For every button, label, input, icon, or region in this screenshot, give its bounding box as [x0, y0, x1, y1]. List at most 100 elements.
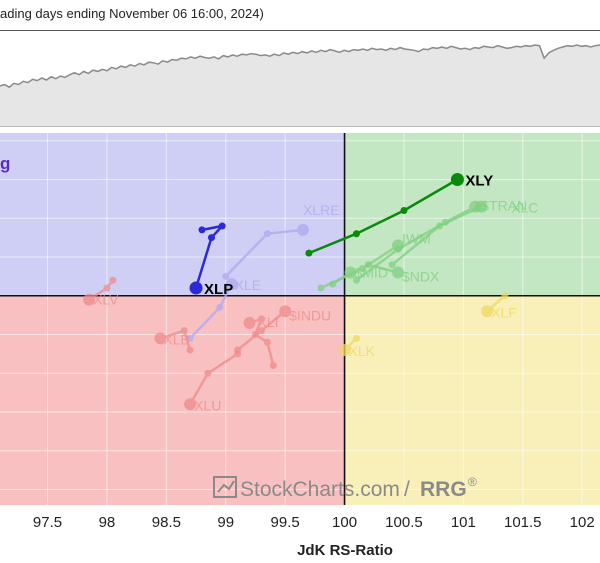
series-tail-point [216, 303, 224, 311]
series-tail [355, 205, 476, 282]
benchmark-area [0, 45, 600, 126]
series-tail-point [352, 276, 360, 284]
series-label: XLP [204, 281, 233, 298]
series-label: $TRAN [481, 198, 527, 214]
chart-period-caption: ading days ending November 06 16:00, 202… [0, 6, 264, 21]
series-tail-point [400, 207, 408, 214]
series-tail-point [218, 222, 226, 230]
series-head-point [189, 281, 203, 295]
series-head-point [392, 239, 405, 252]
watermark-text: StockCharts.com [240, 478, 400, 501]
series-head-point [481, 305, 494, 318]
series-xlb: XLB [154, 327, 194, 354]
series-tail-point [263, 230, 271, 238]
benchmark-panel [0, 30, 600, 127]
series-head-point [279, 305, 292, 318]
series-tail-point [180, 327, 188, 335]
series-tail-point [436, 222, 444, 230]
series-tail [308, 178, 459, 255]
x-axis-label: JdK RS-Ratio [297, 542, 393, 559]
series-label: IWM [402, 230, 431, 246]
x-tick-label: 98.5 [152, 514, 181, 531]
grid-lines [0, 133, 600, 505]
series-tail-point [352, 334, 360, 342]
series-head-point [475, 200, 488, 213]
series-label: $MID [354, 265, 387, 281]
series-head-point [184, 398, 197, 411]
series-label: XLI [258, 314, 279, 330]
x-tick-label: 101 [451, 514, 476, 531]
series-xlu: XLU [184, 350, 242, 413]
x-tick-label: 100.5 [385, 514, 423, 531]
series-head-point [296, 223, 309, 236]
watermark-logo-icon [213, 476, 237, 498]
series-tail-point [204, 369, 212, 377]
watermark: StockCharts.com / RRG ® [213, 475, 477, 501]
series-tail-point [251, 331, 259, 338]
series-head-point [243, 316, 256, 329]
series-xlf: XLF [481, 292, 517, 320]
series-tail-point [109, 276, 117, 284]
series-label: $INDU [289, 307, 331, 323]
quadrant-label-improving: g [0, 154, 10, 173]
series-tail-point [269, 362, 277, 369]
series-xlv: XLV [83, 276, 119, 308]
series-tail-point [186, 346, 194, 354]
series-xlre: XLRE [222, 202, 340, 280]
series-tail-point [257, 327, 265, 335]
series-label: XLRE [303, 202, 340, 218]
quadrant-lagging [0, 295, 345, 505]
x-tick-label: 97.5 [33, 514, 62, 531]
series-label: XLY [465, 173, 493, 190]
x-tick-label: 99 [217, 514, 234, 531]
series-tail-point [207, 234, 215, 242]
series-label: XLU [194, 397, 221, 413]
series-tail-point [305, 249, 313, 257]
series-label: XLC [511, 200, 538, 216]
x-tick-label: 99.5 [271, 514, 300, 531]
series-label: $NDX [402, 269, 440, 285]
series-indu: $INDU [234, 305, 331, 354]
series-tail-point [358, 265, 366, 273]
series-xlc: XLC [388, 200, 538, 269]
series-head-point [154, 332, 167, 345]
quadrant-weakening [344, 295, 600, 505]
x-tick-label: 101.5 [504, 514, 542, 531]
series-tail-point [257, 315, 265, 323]
series-label: XLF [491, 304, 517, 320]
series-xlk: XLK [338, 334, 376, 359]
series-head-point [225, 278, 238, 291]
series-xli: XLI [243, 314, 279, 369]
watermark-rrg: RRG [420, 478, 467, 501]
series-tail-point [501, 292, 509, 300]
series-label: XLB [163, 331, 189, 347]
watermark-logo-mark [217, 480, 235, 493]
series-xly: XLY [305, 173, 493, 257]
series-label: XLK [349, 343, 376, 359]
series-head-point [83, 293, 96, 306]
benchmark-trend-chart [0, 44, 600, 126]
series-tail-point [198, 226, 206, 234]
series-tail-point [388, 261, 396, 269]
series-head-point [392, 266, 405, 279]
benchmark-line [0, 44, 600, 89]
series-tail-point [263, 338, 271, 346]
x-axis: 97.5 98 98.5 99 99.5 100 100.5 101 101.5 102 [33, 514, 595, 531]
series-head-point [344, 266, 357, 279]
series-tail-point [234, 350, 242, 358]
x-tick-label: 100 [332, 514, 357, 531]
series-tail [194, 224, 226, 289]
series-xle: XLE [186, 277, 261, 342]
quadrant-improving [0, 133, 345, 296]
series-tail-point [103, 284, 111, 292]
series-label: XLE [235, 277, 261, 293]
series-head-point [338, 344, 351, 356]
watermark-separator: / [404, 478, 410, 501]
x-tick-label: 102 [570, 514, 595, 531]
x-tick-label: 98 [99, 514, 116, 531]
series-head-point [450, 173, 464, 186]
series-tail-point [364, 261, 372, 269]
series-tail-point [329, 280, 337, 288]
series-ndx: $NDX [364, 261, 440, 285]
